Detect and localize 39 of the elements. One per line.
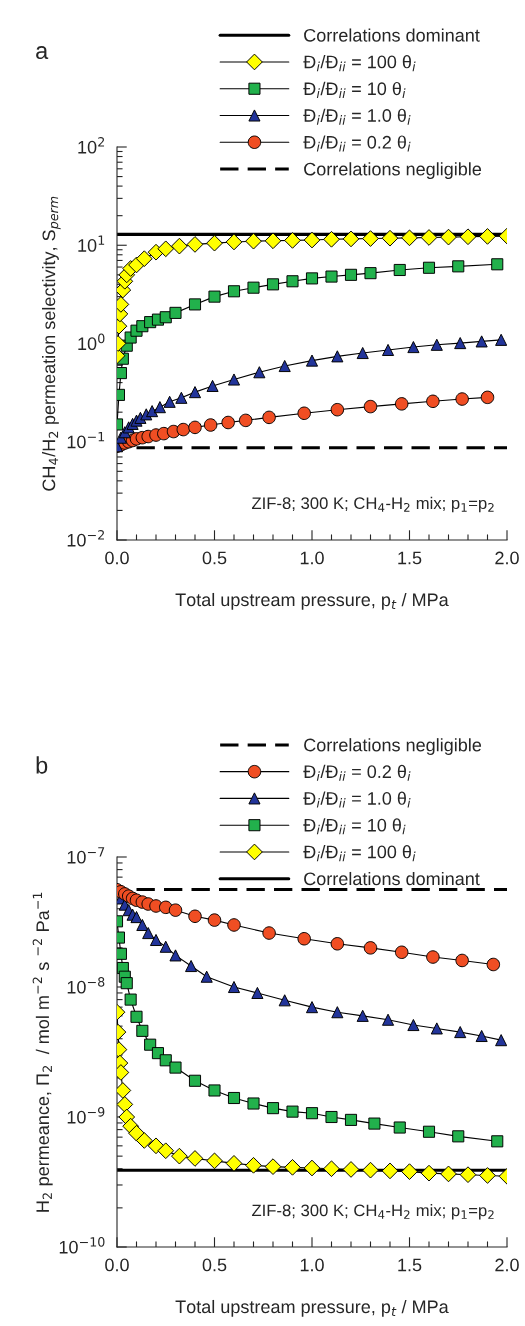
legend-label: Đ$_{i}$/Đ$_{ii}$ = 100 θ$_{i}$ xyxy=(303,845,416,862)
legend-label: Đ$_{i}$/Đ$_{ii}$ = 0.2 θ$_{i}$ xyxy=(303,135,411,152)
legend-label: Correlations negligible xyxy=(304,738,482,755)
y-tick-label: 10$^{2}$ xyxy=(78,137,105,154)
legend-label: Đ$_{i}$/Đ$_{ii}$ = 1.0 θ$_{i}$ xyxy=(303,108,411,125)
x-tick-label: 1.0 xyxy=(300,1258,324,1272)
chart-title: a xyxy=(36,46,49,60)
legend-label: Đ$_{i}$/Đ$_{ii}$ = 10 θ$_{i}$ xyxy=(303,81,406,98)
x-tick-label: 0.0 xyxy=(105,551,129,565)
legend-label: Correlations negligible xyxy=(304,162,482,180)
x-tick-label: 1.5 xyxy=(398,1258,422,1272)
annotation: ZIF-8; 300 K; CH$_{4}$-H$_{2}$ mix; p$_{1}$=p$_{2}$ xyxy=(252,1204,494,1220)
y-tick-label: 10$^{−1}$ xyxy=(67,432,105,449)
chart-title: b xyxy=(36,756,48,774)
y-tick-label: 10$^{−9}$ xyxy=(67,1107,105,1124)
y-tick-label: 10$^{−10}$ xyxy=(59,1237,105,1254)
y-tick-label: 10$^{−7}$ xyxy=(67,847,105,864)
legend-label: Đ$_{i}$/Đ$_{ii}$ = 100 θ$_{i}$ xyxy=(303,55,416,72)
x-tick-label: 0.0 xyxy=(105,1258,129,1272)
x-tick-label: 1.0 xyxy=(300,551,324,565)
legend-label: Đ$_{i}$/Đ$_{ii}$ = 0.2 θ$_{i}$ xyxy=(303,764,411,781)
legend-label: Correlations dominant xyxy=(304,28,480,42)
x-tick-label: 0.5 xyxy=(202,551,227,565)
legend-label: Correlations dominant xyxy=(304,871,480,886)
y-tick-label: 10$^{1}$ xyxy=(78,235,105,252)
y-axis-title: CH$_{4}$/H$_{2}$ permeation selectivity, S$_{perm}$ xyxy=(42,196,61,491)
x-axis-title: Total upstream pressure, p$_{t}$ / MPa xyxy=(175,1299,449,1317)
text: H$_{2}$ permeance, Π$_{2}$ / mol m$^{−2}$ s $^{−2}$ Pa$^{−1}$ xyxy=(32,892,53,1212)
x-tick-label: 0.5 xyxy=(202,1258,227,1272)
y-tick-label: 10$^{−2}$ xyxy=(67,530,104,547)
legend-label: Đ$_{i}$/Đ$_{ii}$ = 10 θ$_{i}$ xyxy=(303,818,406,835)
legend-label: Đ$_{i}$/Đ$_{ii}$ = 1.0 θ$_{i}$ xyxy=(303,791,411,808)
annotation: ZIF-8; 300 K; CH$_{4}$-H$_{2}$ mix; p$_{1}$=p$_{2}$ xyxy=(252,496,494,513)
x-tick-label: 1.5 xyxy=(398,551,422,565)
y-tick-label: 10$^{−8}$ xyxy=(67,977,105,994)
x-tick-label: 2.0 xyxy=(495,551,519,565)
y-tick-label: 10$^{0}$ xyxy=(78,333,105,351)
x-tick-label: 2.0 xyxy=(495,1258,519,1272)
x-axis-title: Total upstream pressure, p$_{t}$ / MPa xyxy=(175,592,449,610)
